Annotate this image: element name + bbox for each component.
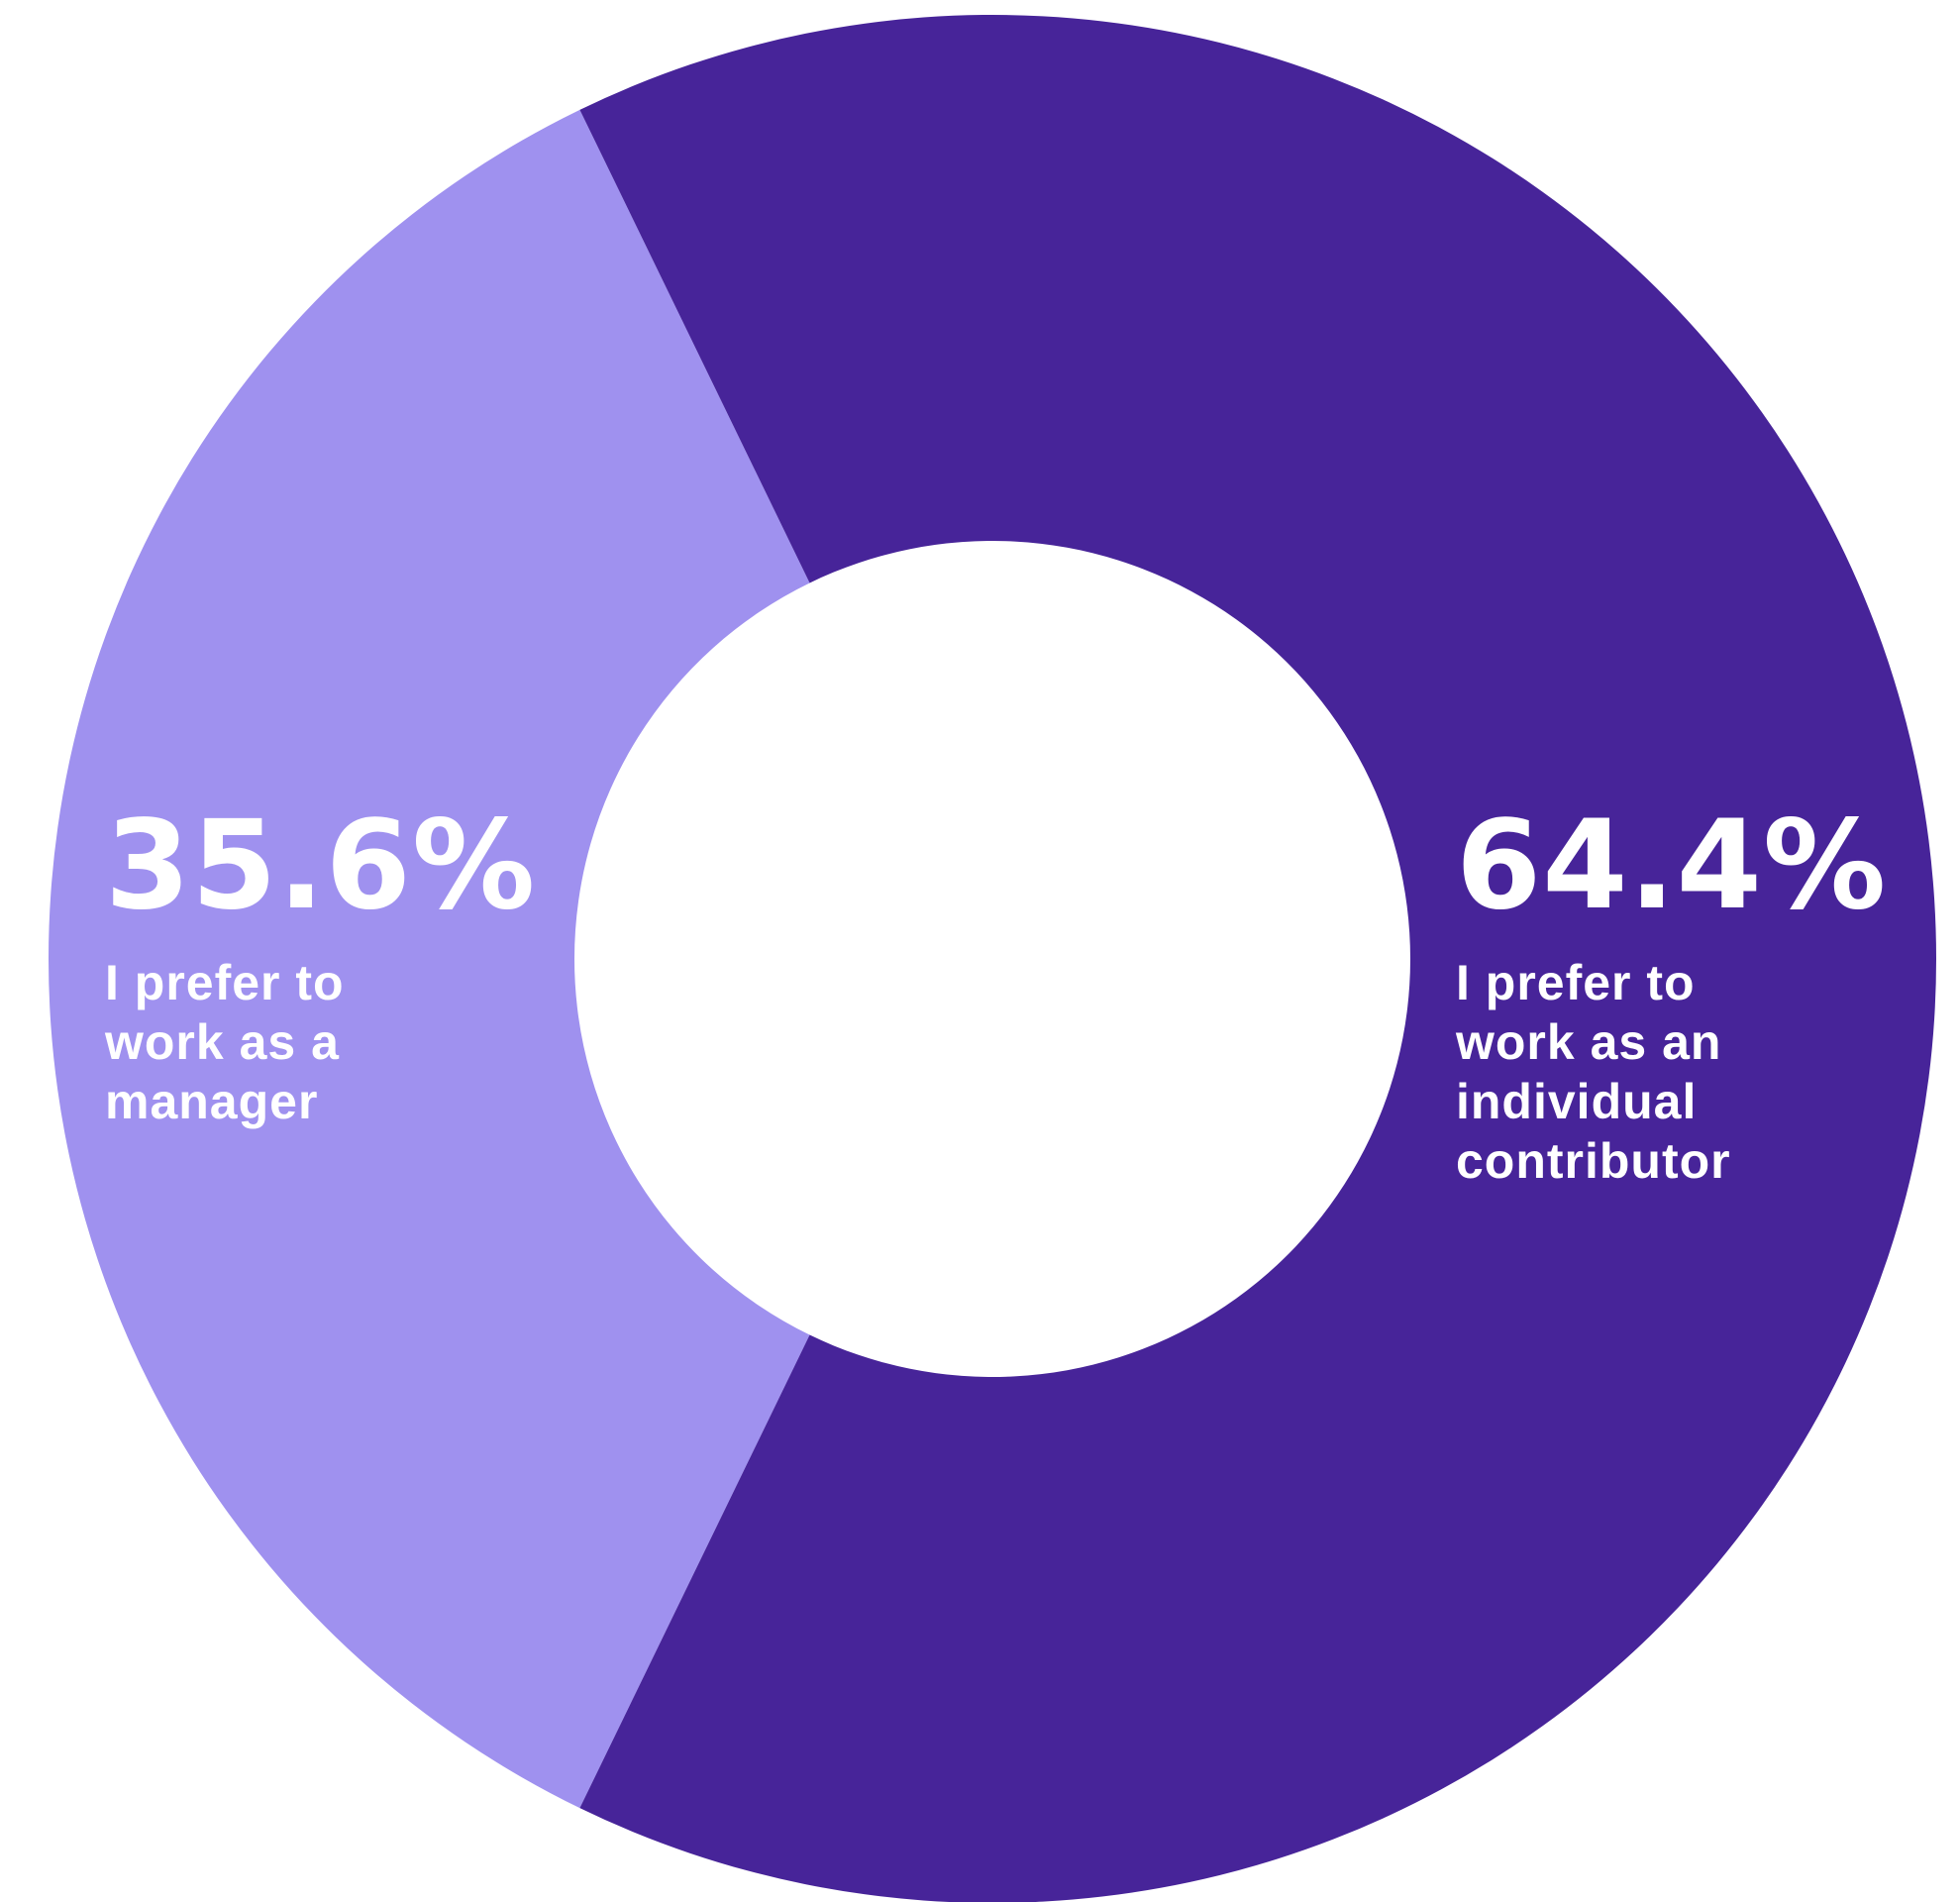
slice-manager [49, 109, 810, 1809]
value-label-manager: 35.6% [105, 794, 537, 937]
slice-individual-contributor [579, 15, 1937, 1902]
category-label-individual-contributor: I prefer to work as an individual contri… [1456, 955, 1731, 1189]
donut-slices [49, 15, 1937, 1902]
value-label-individual-contributor: 64.4% [1456, 794, 1888, 937]
category-label-manager: I prefer to work as a manager [105, 955, 345, 1129]
slice-label-manager: 35.6% I prefer to work as a manager [105, 794, 537, 1131]
slice-label-individual-contributor: 64.4% I prefer to work as an individual … [1456, 804, 1892, 1191]
